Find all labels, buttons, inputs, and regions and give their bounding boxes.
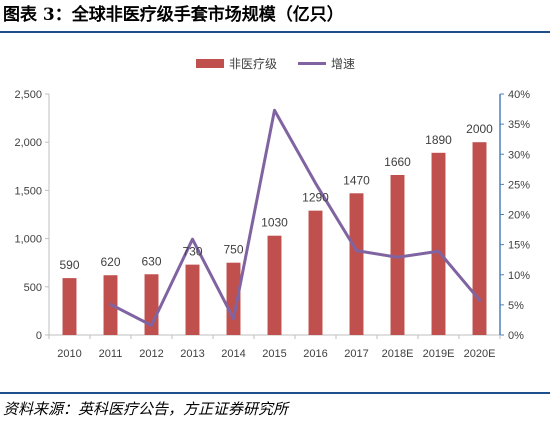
x-tick-label: 2014 xyxy=(221,348,245,360)
left-tick-label: 2,000 xyxy=(14,137,42,149)
left-tick-label: 0 xyxy=(36,330,42,342)
right-tick-label: 20% xyxy=(508,210,530,222)
x-tick-label: 2017 xyxy=(344,348,368,360)
bar-data-label: 1290 xyxy=(302,191,329,205)
source-note: 资料来源：英科医疗公告，方正证券研究所 xyxy=(3,400,289,418)
bar-data-label: 620 xyxy=(100,255,120,269)
bar-non-medical-2016 xyxy=(308,210,323,335)
x-tick-label: 2020E xyxy=(464,348,496,360)
bar-data-label: 630 xyxy=(141,254,161,268)
growth-rate-line xyxy=(109,108,481,327)
bar-data-label: 1660 xyxy=(384,155,411,169)
figure-title: 图表 3：全球非医疗级手套市场规模（亿只） xyxy=(3,5,344,25)
bottom-rule xyxy=(0,392,550,394)
bar-non-medical-2017 xyxy=(349,193,364,335)
x-tick-label: 2011 xyxy=(99,348,123,360)
bar-non-medical-2020E xyxy=(472,142,487,335)
legend-label-bar: 非医疗级 xyxy=(229,57,277,71)
right-tick-label: 0% xyxy=(508,330,524,342)
x-tick-label: 2010 xyxy=(57,348,81,360)
bar-non-medical-2010 xyxy=(62,278,77,335)
x-tick-label: 2016 xyxy=(303,348,327,360)
legend-swatch-bar xyxy=(196,59,224,68)
x-tick-label: 2012 xyxy=(139,348,163,360)
left-tick-label: 2,500 xyxy=(14,89,42,101)
right-tick-label: 30% xyxy=(508,149,530,161)
legend-label-line: 增速 xyxy=(331,57,355,71)
right-tick-label: 15% xyxy=(508,240,530,252)
bar-non-medical-2014 xyxy=(226,262,241,335)
x-tick-label: 2013 xyxy=(180,348,204,360)
bar-data-label: 590 xyxy=(59,258,79,272)
bar-data-label: 750 xyxy=(223,243,243,257)
bar-non-medical-2018E xyxy=(390,174,405,335)
top-rule xyxy=(0,31,550,33)
bar-data-label: 730 xyxy=(182,245,202,259)
x-tick-label: 2019E xyxy=(423,348,455,360)
bar-data-label: 1030 xyxy=(261,216,288,230)
left-tick-label: 1,500 xyxy=(14,185,42,197)
right-tick-label: 35% xyxy=(508,119,530,131)
x-tick-label: 2018E xyxy=(382,348,414,360)
bar-data-label: 1470 xyxy=(343,173,370,187)
chart-legend: 非医疗级 增速 xyxy=(196,57,355,71)
market-size-chart: 非医疗级 增速 0 500 1,000 1,500 2,000 2,500 0% 5% 10% 1… xyxy=(14,57,530,360)
right-tick-label: 5% xyxy=(508,300,524,312)
left-tick-label: 1,000 xyxy=(14,234,42,246)
right-tick-label: 10% xyxy=(508,270,530,282)
bar-data-label: 2000 xyxy=(466,122,493,136)
bar-data-label: 1890 xyxy=(425,133,452,147)
bar-non-medical-2019E xyxy=(431,152,446,335)
left-tick-label: 500 xyxy=(24,282,42,294)
x-tick-label: 2015 xyxy=(262,348,286,360)
right-tick-label: 25% xyxy=(508,179,530,191)
bar-non-medical-2015 xyxy=(267,235,282,335)
bar-non-medical-2013 xyxy=(185,264,200,335)
right-tick-label: 40% xyxy=(508,89,530,101)
